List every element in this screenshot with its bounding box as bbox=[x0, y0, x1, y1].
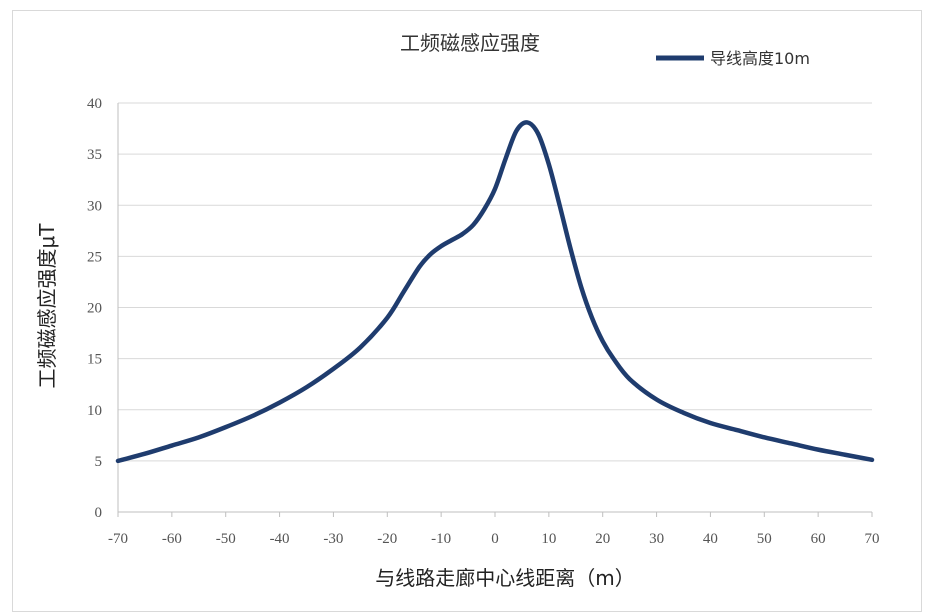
x-tick-label: -60 bbox=[162, 531, 182, 547]
x-tick-label: 30 bbox=[649, 531, 664, 547]
x-tick-label: 20 bbox=[595, 531, 610, 547]
chart-title: 工频磁感应强度 bbox=[400, 31, 540, 55]
x-tick-label: -70 bbox=[108, 531, 128, 547]
x-tick-label: 50 bbox=[757, 531, 772, 547]
axis-layer: 0 5 10 15 20 25 30 35 40 -70 -60 -50 -40 -30 -20 -10 0 10… bbox=[87, 96, 880, 547]
x-tick-label: -40 bbox=[270, 531, 290, 547]
grid-layer bbox=[118, 102, 872, 462]
x-tick-label: 60 bbox=[811, 531, 826, 547]
y-tick-label: 10 bbox=[87, 403, 102, 419]
y-tick-label: 0 bbox=[95, 505, 103, 521]
x-tick-label: 10 bbox=[541, 531, 556, 547]
x-tick-label: -50 bbox=[216, 531, 236, 547]
x-tick-label: -20 bbox=[377, 531, 397, 547]
series-line bbox=[115, 120, 875, 464]
y-axis-title: 工频磁感应强度μT bbox=[35, 223, 59, 389]
y-tick-label: 15 bbox=[87, 352, 102, 368]
x-tick-label: -30 bbox=[323, 531, 343, 547]
legend-label: 导线高度10m bbox=[710, 49, 810, 68]
x-tick-label: -10 bbox=[431, 531, 451, 547]
x-tick-label: 40 bbox=[703, 531, 718, 547]
x-axis-title: 与线路走廊中心线距离（m） bbox=[375, 566, 634, 590]
y-tick-label: 20 bbox=[87, 301, 102, 317]
line-layer bbox=[115, 120, 875, 464]
x-tick-label: 70 bbox=[865, 531, 880, 547]
y-tick-label: 5 bbox=[95, 454, 103, 470]
y-tick-label: 35 bbox=[87, 147, 102, 163]
y-tick-label: 30 bbox=[87, 198, 102, 214]
y-tick-label: 40 bbox=[87, 96, 102, 112]
y-tick-label: 25 bbox=[87, 249, 102, 265]
x-tick-label: 0 bbox=[491, 531, 499, 547]
